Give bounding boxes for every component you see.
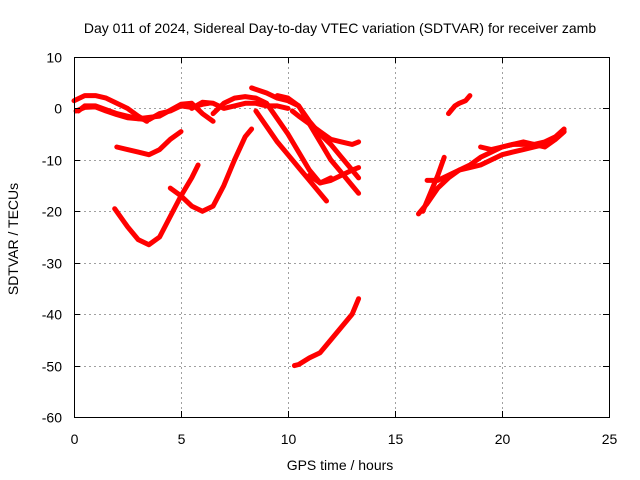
chart-title: Day 011 of 2024, Sidereal Day-to-day VTE… — [84, 20, 596, 36]
series-line-arc17 — [420, 154, 447, 214]
y-tick-label: -50 — [42, 359, 62, 375]
series-line-arc10 — [253, 108, 329, 204]
x-tick-label: 25 — [602, 431, 618, 447]
y-tick-label: -20 — [42, 204, 62, 220]
series-line-arc18 — [424, 129, 567, 183]
x-tick-label: 5 — [178, 431, 186, 447]
grid-layer — [74, 57, 609, 417]
series-line-arc15 — [446, 93, 473, 117]
x-tick-label: 15 — [388, 431, 404, 447]
x-tick-label: 10 — [281, 431, 297, 447]
series-line-arc6 — [167, 126, 255, 214]
y-tick-label: 10 — [46, 50, 62, 66]
y-tick-label: -30 — [42, 256, 62, 272]
y-tick-label: -40 — [42, 307, 62, 323]
x-tick-label: 20 — [495, 431, 511, 447]
x-tick-label: 0 — [71, 431, 79, 447]
series-line-arc5 — [112, 162, 201, 248]
x-axis-label: GPS time / hours — [287, 457, 394, 473]
series-line-arc12 — [289, 108, 362, 147]
series-line-arc7 — [189, 99, 291, 111]
y-tick-label: -10 — [42, 153, 62, 169]
series-line-arc13 — [306, 165, 362, 186]
series-line-arc2 — [71, 93, 150, 124]
series-line-arc19 — [478, 129, 567, 153]
series-line-arc4 — [114, 129, 184, 158]
y-tick-label: 0 — [54, 101, 62, 117]
y-axis-label: SDTVAR / TECUs — [5, 183, 21, 295]
series-layer — [71, 85, 567, 369]
series-line-arc3 — [75, 100, 216, 124]
series-line-arc14 — [291, 296, 362, 369]
tick-layer: 0 5 10 15 20 25 10 0 -10 -20 -30 -40 -50 -60 — [42, 50, 618, 448]
plot-frame — [74, 57, 610, 418]
y-tick-label: -60 — [42, 410, 62, 426]
series-line-arc8 — [210, 94, 334, 186]
